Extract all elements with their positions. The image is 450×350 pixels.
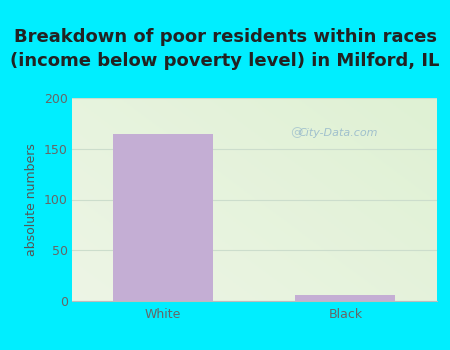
- Bar: [295, 295, 396, 301]
- Text: @: @: [290, 126, 302, 139]
- Text: Breakdown of poor residents within races
(income below poverty level) in Milford: Breakdown of poor residents within races…: [10, 28, 440, 70]
- Text: City-Data.com: City-Data.com: [298, 127, 378, 138]
- Bar: [113, 133, 213, 301]
- Y-axis label: absolute numbers: absolute numbers: [25, 143, 38, 256]
